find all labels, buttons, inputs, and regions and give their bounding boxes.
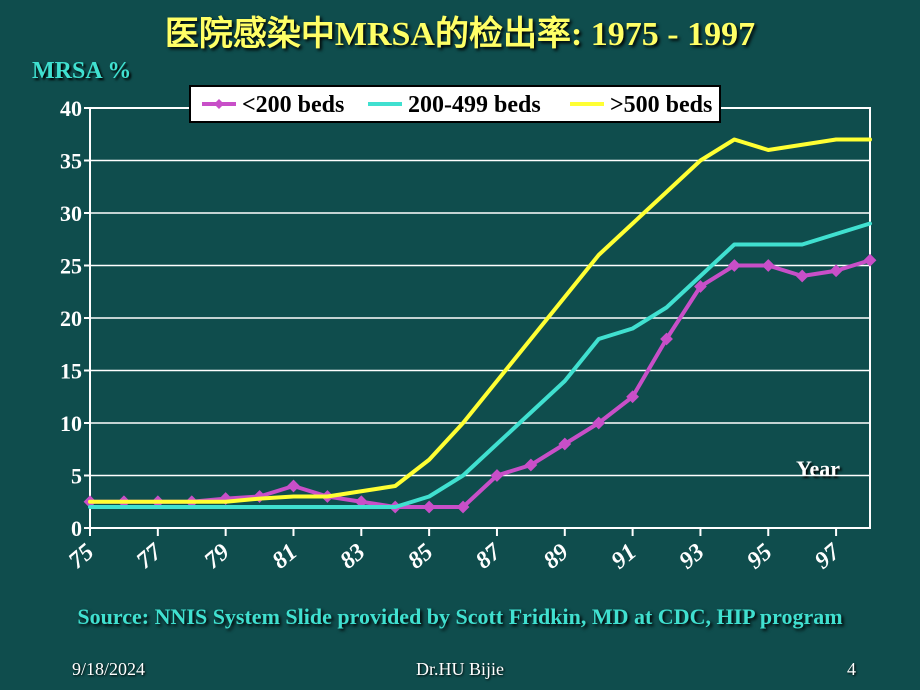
legend-label: <200 beds [242,92,344,118]
marker [797,271,807,281]
series->500 beds [90,140,870,502]
chart-svg: 0 5 10 15 20 25 30 35 40 75 77 79 81 83 85 87 89 91 93 95 97… [30,78,900,598]
y-tick-label: 40 [60,96,82,121]
marker [865,255,875,265]
y-tick-label: 25 [60,254,82,279]
x-tick-label: 81 [267,539,302,574]
x-tick-label: 95 [742,539,777,574]
y-tick-label: 20 [60,306,82,331]
x-tick-label: 79 [200,539,235,574]
marker [288,481,298,491]
marker [831,266,841,276]
y-tick-label: 0 [71,516,82,541]
y-tick-label: 15 [60,359,82,384]
y-tick-label: 5 [71,464,82,489]
x-tick-label: 75 [64,539,99,574]
slide: 医院感染中MRSA的检出率: 1975 - 1997 MRSA % Year 0… [0,0,920,690]
y-tick-label: 10 [60,411,82,436]
marker [763,261,773,271]
x-tick-label: 77 [132,538,168,574]
legend-label: 200-499 beds [408,92,541,118]
chart: 0 5 10 15 20 25 30 35 40 75 77 79 81 83 85 87 89 91 93 95 97… [30,78,900,598]
footer-page: 4 [847,659,856,680]
series-<200 beds [90,260,870,507]
x-tick-label: 89 [539,539,574,574]
footer-author: Dr.HU Bijie [0,659,920,680]
x-tick-label: 93 [674,539,709,574]
y-tick-label: 35 [60,149,82,174]
x-tick-label: 91 [607,539,642,574]
x-tick-label: 97 [810,538,846,574]
source-text: Source: NNIS System Slide provided by Sc… [0,604,920,630]
x-tick-label: 87 [471,538,507,574]
y-tick-label: 30 [60,201,82,226]
legend-label: >500 beds [610,92,712,118]
marker [424,502,434,512]
x-tick-label: 85 [403,539,438,574]
chart-title: 医院感染中MRSA的检出率: 1975 - 1997 [0,6,920,55]
x-tick-label: 83 [335,539,370,574]
